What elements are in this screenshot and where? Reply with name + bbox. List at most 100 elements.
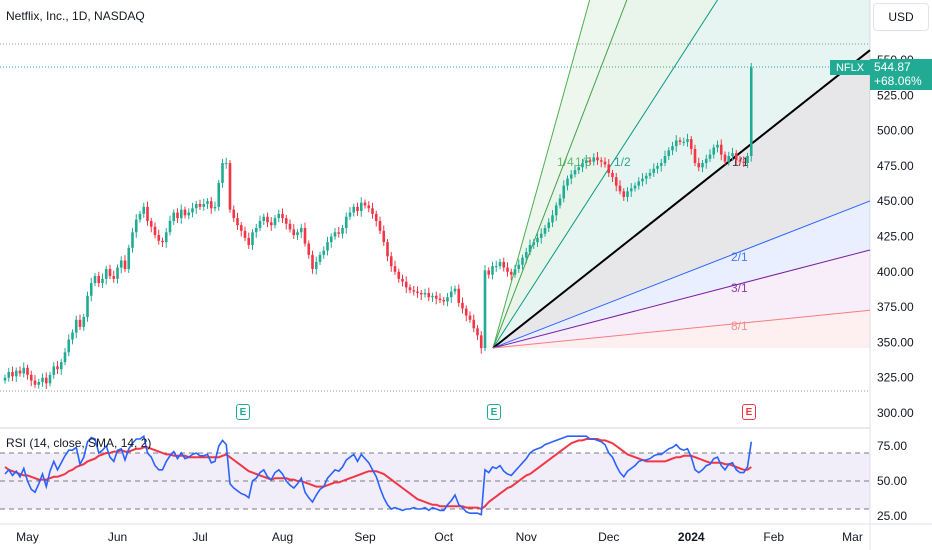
candle-body: [423, 292, 427, 295]
candle-body: [697, 163, 701, 168]
candle-body: [266, 216, 269, 223]
candle-body: [686, 139, 689, 142]
chart-title: Netflix, Inc., 1D, NASDAQ: [6, 9, 145, 23]
candle-body: [427, 292, 431, 298]
candle-body: [566, 178, 569, 186]
gann-fan-line: [492, 0, 591, 349]
candle-body: [446, 297, 449, 302]
candle-body: [569, 174, 573, 179]
candle-body: [701, 163, 704, 168]
candle-body: [618, 185, 622, 192]
candle-body: [239, 225, 243, 231]
candle-body: [101, 278, 104, 284]
candle-body: [513, 268, 517, 275]
candle-body: [134, 219, 138, 233]
candle-body: [483, 270, 487, 349]
candle-body: [727, 156, 731, 162]
candle-body: [573, 170, 577, 175]
price-tick-label: 325.00: [877, 371, 914, 385]
gann-fan-label: 2/1: [731, 250, 748, 264]
candle-body: [273, 218, 277, 226]
candle-body: [416, 291, 419, 293]
candle-body: [749, 67, 753, 157]
earnings-marker-upcoming[interactable]: E: [742, 404, 756, 420]
time-tick-label: Jul: [192, 530, 207, 544]
candle-body: [648, 172, 652, 176]
candle-body: [412, 290, 416, 292]
candle-body: [146, 206, 149, 221]
candle-body: [142, 206, 146, 214]
candle-body: [708, 154, 712, 159]
candle-body: [738, 160, 742, 162]
price-change: +68.06%: [874, 74, 922, 88]
candle-body: [588, 160, 592, 162]
candle-body: [532, 242, 536, 245]
gann-fan[interactable]: 1/4 1/3 1/2 1/12/13/18/1: [492, 0, 871, 349]
candle-body: [168, 220, 172, 233]
candle-body: [521, 257, 524, 265]
candle-body: [371, 208, 374, 214]
candle-body: [528, 244, 532, 253]
candle-body: [611, 172, 614, 178]
candle-body: [78, 319, 82, 327]
candle-body: [93, 276, 97, 284]
candle-body: [333, 232, 337, 237]
candle-body: [419, 292, 423, 295]
candle-body: [431, 295, 434, 298]
rsi-tick-label: 75.00: [877, 439, 907, 453]
time-tick-label: Oct: [434, 530, 453, 544]
candle-body: [509, 271, 513, 275]
candle-body: [232, 209, 236, 219]
candle-body: [401, 278, 404, 282]
candle-body: [468, 315, 472, 320]
candle-body: [296, 232, 299, 236]
candle-body: [56, 366, 59, 370]
candle-body: [389, 256, 393, 267]
candle-body: [307, 243, 311, 255]
candle-body: [599, 160, 603, 162]
candle-body: [348, 212, 352, 217]
candle-body: [3, 377, 7, 381]
candle-body: [551, 215, 554, 223]
candle-body: [712, 147, 716, 155]
candle-body: [386, 242, 389, 257]
candle-body: [71, 332, 74, 340]
candle-body: [404, 281, 408, 288]
candle-body: [59, 362, 63, 370]
candle-body: [558, 198, 562, 206]
candle-body: [179, 209, 183, 219]
candle-body: [314, 261, 318, 269]
time-tick-label: Jun: [108, 530, 127, 544]
last-price-value: 544.87: [874, 60, 911, 74]
candle-body: [644, 175, 648, 179]
candle-body: [44, 377, 48, 384]
time-tick-label: Dec: [598, 530, 619, 544]
time-tick-label: Sep: [354, 530, 376, 544]
candle-body: [292, 229, 296, 236]
candle-body: [116, 267, 119, 279]
candle-body: [138, 213, 142, 220]
rsi-tick-label: 50.00: [877, 474, 907, 488]
gann-fan-line: [492, 309, 871, 349]
candle-body: [363, 202, 367, 206]
candle-body: [341, 228, 344, 234]
price-tick-label: 475.00: [877, 159, 914, 173]
candle-body: [303, 228, 307, 244]
candle-body: [656, 165, 659, 169]
candle-body: [217, 182, 221, 207]
candle-body: [494, 266, 498, 268]
candle-body: [11, 372, 14, 377]
candle-body: [281, 213, 284, 219]
candle-body: [194, 204, 198, 209]
currency-button[interactable]: USD: [873, 3, 929, 31]
earnings-marker[interactable]: E: [236, 404, 250, 420]
candle-body: [67, 339, 71, 353]
candle-body: [626, 191, 629, 197]
ticker-label: NFLX: [830, 60, 870, 75]
candle-body: [7, 372, 11, 378]
gann-fan-line: [492, 249, 871, 349]
candle-body: [359, 202, 363, 212]
earnings-marker[interactable]: E: [487, 404, 501, 420]
candle-body: [262, 216, 266, 221]
